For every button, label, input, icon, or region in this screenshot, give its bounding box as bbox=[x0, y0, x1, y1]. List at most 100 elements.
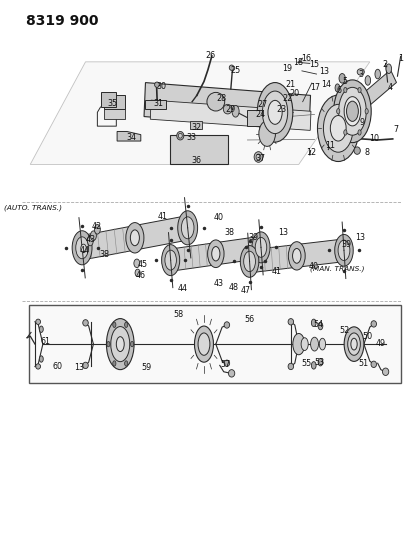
Ellipse shape bbox=[39, 326, 43, 333]
Ellipse shape bbox=[257, 83, 292, 142]
Ellipse shape bbox=[134, 259, 139, 268]
Polygon shape bbox=[248, 239, 344, 273]
Text: 2: 2 bbox=[381, 60, 387, 69]
Text: 21: 21 bbox=[285, 80, 295, 89]
Bar bbox=[144, 100, 166, 109]
Ellipse shape bbox=[288, 241, 304, 270]
Text: 22: 22 bbox=[282, 94, 292, 103]
Text: 33: 33 bbox=[186, 133, 196, 142]
Ellipse shape bbox=[124, 322, 128, 327]
Text: 28: 28 bbox=[216, 94, 226, 103]
Ellipse shape bbox=[72, 231, 92, 265]
Text: 4: 4 bbox=[387, 83, 392, 92]
Text: 56: 56 bbox=[244, 315, 254, 324]
Ellipse shape bbox=[337, 240, 349, 261]
Ellipse shape bbox=[254, 152, 262, 163]
Ellipse shape bbox=[110, 327, 129, 362]
Ellipse shape bbox=[223, 104, 231, 114]
Text: 29: 29 bbox=[225, 104, 235, 114]
Ellipse shape bbox=[370, 361, 375, 368]
Text: 24: 24 bbox=[254, 110, 265, 119]
Ellipse shape bbox=[83, 362, 88, 368]
Text: 23: 23 bbox=[276, 104, 286, 114]
Ellipse shape bbox=[231, 106, 238, 117]
Text: 44: 44 bbox=[177, 284, 187, 293]
Ellipse shape bbox=[228, 369, 234, 377]
Ellipse shape bbox=[94, 224, 100, 234]
Text: 15: 15 bbox=[309, 60, 319, 69]
Ellipse shape bbox=[370, 321, 375, 327]
Ellipse shape bbox=[154, 82, 159, 87]
Bar bbox=[100, 92, 116, 107]
Ellipse shape bbox=[177, 211, 197, 245]
Ellipse shape bbox=[81, 244, 86, 253]
Text: 11: 11 bbox=[324, 141, 335, 150]
Text: 37: 37 bbox=[254, 154, 265, 163]
Ellipse shape bbox=[343, 130, 346, 135]
Ellipse shape bbox=[346, 101, 357, 122]
Ellipse shape bbox=[207, 240, 223, 268]
Ellipse shape bbox=[262, 91, 287, 134]
Ellipse shape bbox=[334, 84, 339, 92]
Ellipse shape bbox=[211, 247, 219, 261]
Ellipse shape bbox=[126, 223, 144, 253]
Ellipse shape bbox=[252, 232, 270, 263]
Ellipse shape bbox=[300, 338, 308, 351]
Polygon shape bbox=[30, 62, 369, 165]
Ellipse shape bbox=[178, 133, 182, 138]
Text: 41: 41 bbox=[271, 268, 281, 276]
Text: 41: 41 bbox=[157, 212, 168, 221]
Ellipse shape bbox=[343, 87, 346, 93]
Ellipse shape bbox=[258, 121, 275, 147]
Ellipse shape bbox=[374, 69, 380, 79]
Ellipse shape bbox=[194, 326, 213, 362]
Text: (MAN. TRANS.): (MAN. TRANS.) bbox=[310, 266, 364, 272]
Ellipse shape bbox=[224, 360, 229, 367]
Text: 34: 34 bbox=[126, 133, 136, 142]
Text: 19: 19 bbox=[282, 64, 292, 73]
Text: 48: 48 bbox=[228, 283, 238, 292]
Ellipse shape bbox=[107, 342, 110, 347]
Text: 20: 20 bbox=[289, 88, 299, 98]
Ellipse shape bbox=[224, 322, 229, 328]
Ellipse shape bbox=[243, 251, 255, 272]
Bar bbox=[104, 109, 125, 119]
Ellipse shape bbox=[382, 368, 388, 375]
Ellipse shape bbox=[256, 154, 260, 160]
Text: 3: 3 bbox=[358, 70, 363, 78]
Ellipse shape bbox=[106, 319, 134, 369]
Text: 13: 13 bbox=[355, 233, 364, 242]
Bar bbox=[170, 135, 227, 165]
Ellipse shape bbox=[319, 338, 325, 350]
Ellipse shape bbox=[267, 100, 281, 124]
Ellipse shape bbox=[288, 364, 293, 369]
Ellipse shape bbox=[353, 147, 360, 155]
Text: 53: 53 bbox=[313, 358, 324, 367]
Ellipse shape bbox=[288, 319, 293, 325]
Ellipse shape bbox=[229, 65, 234, 70]
Ellipse shape bbox=[181, 217, 193, 239]
Text: 30: 30 bbox=[156, 82, 166, 91]
Text: 60: 60 bbox=[52, 362, 62, 371]
Text: 18: 18 bbox=[292, 58, 302, 67]
Ellipse shape bbox=[310, 362, 315, 369]
Ellipse shape bbox=[310, 337, 318, 351]
Text: 12: 12 bbox=[306, 148, 316, 157]
Ellipse shape bbox=[161, 245, 179, 276]
Bar bbox=[29, 305, 400, 383]
Ellipse shape bbox=[292, 248, 300, 263]
Text: 13: 13 bbox=[74, 363, 83, 372]
Text: 17: 17 bbox=[310, 83, 319, 92]
Text: 8: 8 bbox=[363, 148, 368, 157]
Ellipse shape bbox=[323, 104, 352, 152]
Text: 16: 16 bbox=[300, 54, 310, 62]
Ellipse shape bbox=[292, 334, 304, 355]
Text: 58: 58 bbox=[173, 310, 183, 319]
Ellipse shape bbox=[87, 236, 93, 246]
Text: 27: 27 bbox=[257, 100, 267, 109]
Ellipse shape bbox=[336, 109, 339, 114]
Ellipse shape bbox=[83, 320, 88, 326]
Ellipse shape bbox=[79, 241, 88, 256]
Ellipse shape bbox=[124, 361, 128, 366]
Text: 14: 14 bbox=[321, 80, 330, 89]
